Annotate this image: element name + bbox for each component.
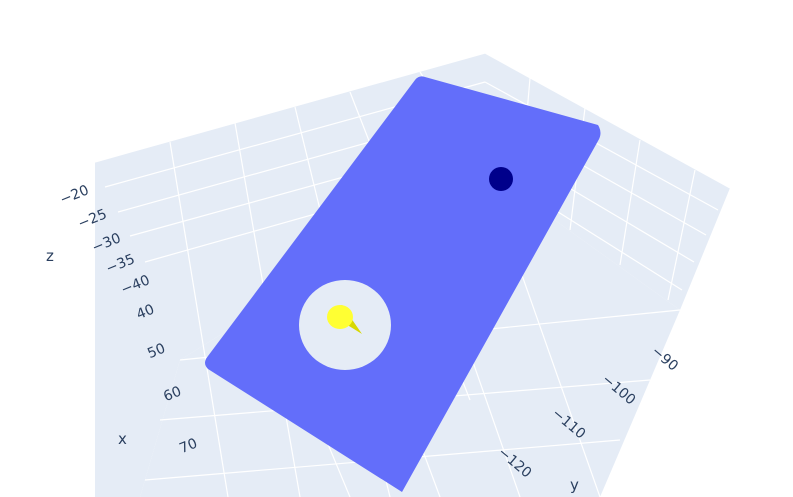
cone-base — [327, 305, 353, 329]
x-tick-label: 70 — [177, 436, 200, 458]
series-cone[interactable] — [327, 305, 362, 334]
x-tick-label: 60 — [161, 384, 184, 406]
x-tick-label: 40 — [134, 302, 157, 324]
grid-line — [619, 139, 641, 266]
x-axis-ticks: 40 50 60 70 — [134, 302, 200, 458]
grid-line — [484, 52, 731, 189]
z-axis-title: z — [46, 247, 54, 265]
z-tick-label: −20 — [58, 182, 91, 208]
grid-line — [484, 81, 719, 211]
x-tick-label: 50 — [145, 341, 168, 363]
series-marker[interactable] — [489, 167, 513, 191]
grid-line — [169, 141, 229, 497]
data-marks — [205, 76, 601, 492]
grid-line — [94, 52, 486, 163]
y-axis-title: y — [570, 476, 579, 494]
grid-line — [667, 169, 696, 301]
x-axis-title: x — [118, 430, 127, 448]
